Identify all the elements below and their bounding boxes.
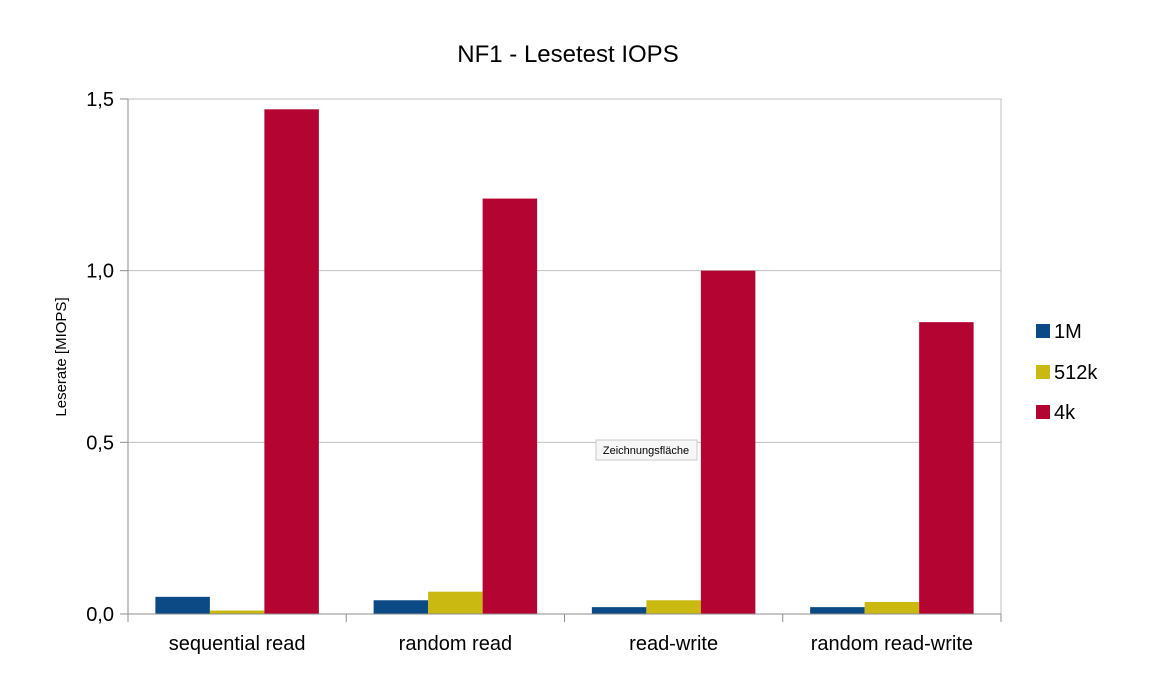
x-tick-label: read-write [629, 633, 718, 655]
chart-title: NF1 - Lesetest IOPS [457, 41, 678, 68]
x-tick-label: random read-write [811, 633, 973, 655]
x-tick-labels: sequential read random read read-write rand… [127, 614, 1002, 655]
bar-512k-read-write [646, 600, 701, 614]
plot-area [127, 98, 1002, 615]
y-tick-label: 1,5 [86, 89, 114, 111]
y-tick-label: 0,0 [86, 604, 114, 626]
tooltip-box [595, 439, 698, 461]
legend-label: 1M [1054, 321, 1082, 343]
x-tick-label: random read [399, 633, 512, 655]
legend-swatch [1036, 365, 1050, 379]
bar-4k-read-write [700, 270, 756, 614]
x-tick-label: sequential read [169, 633, 306, 655]
bar-1m-read-write [591, 607, 647, 614]
y-axis-label: Leserate [MIOPS] [53, 297, 70, 416]
bar-1m-random-read-write [810, 607, 865, 614]
bar-512k-random-read [428, 591, 483, 614]
bars [155, 109, 974, 615]
legend-swatch [1036, 324, 1050, 338]
tooltip: Zeichnungsfläche [595, 439, 698, 461]
bar-4k-sequential-read [264, 109, 319, 615]
bar-4k-random-read-write [919, 322, 974, 614]
legend-label: 4k [1054, 402, 1076, 424]
legend-swatch [1036, 405, 1050, 419]
bar-1m-sequential-read [155, 596, 210, 614]
y-tick-labels: 0,0 0,5 1,0 1,5 [86, 89, 128, 626]
bar-1m-random-read [373, 600, 429, 614]
legend-label: 512k [1054, 362, 1098, 384]
bar-512k-random-read-write [864, 601, 920, 614]
legend: 1M 512k 4k [1036, 321, 1098, 424]
y-tick-label: 1,0 [86, 261, 114, 283]
tooltip-text: Zeichnungsfläche [603, 445, 689, 457]
bar-4k-random-read [482, 198, 538, 615]
bar-512k-sequential-read [209, 610, 265, 614]
y-tick-label: 0,5 [86, 432, 114, 454]
